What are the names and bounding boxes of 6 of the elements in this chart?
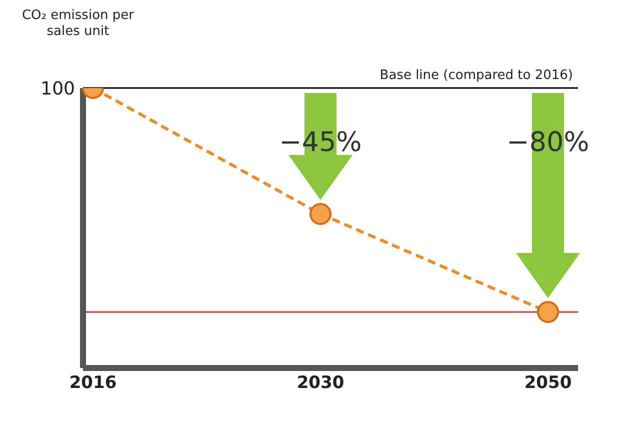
annotation: 100 [40, 78, 75, 100]
x-tick-label: 2050 [524, 373, 572, 394]
x-tick-label: 2030 [296, 373, 344, 394]
ref-line-label: Base line (compared to 2016) [380, 68, 573, 83]
y-axis-title: CO₂ emission per sales unit [20, 8, 135, 40]
x-tick-label: 2016 [69, 373, 117, 394]
